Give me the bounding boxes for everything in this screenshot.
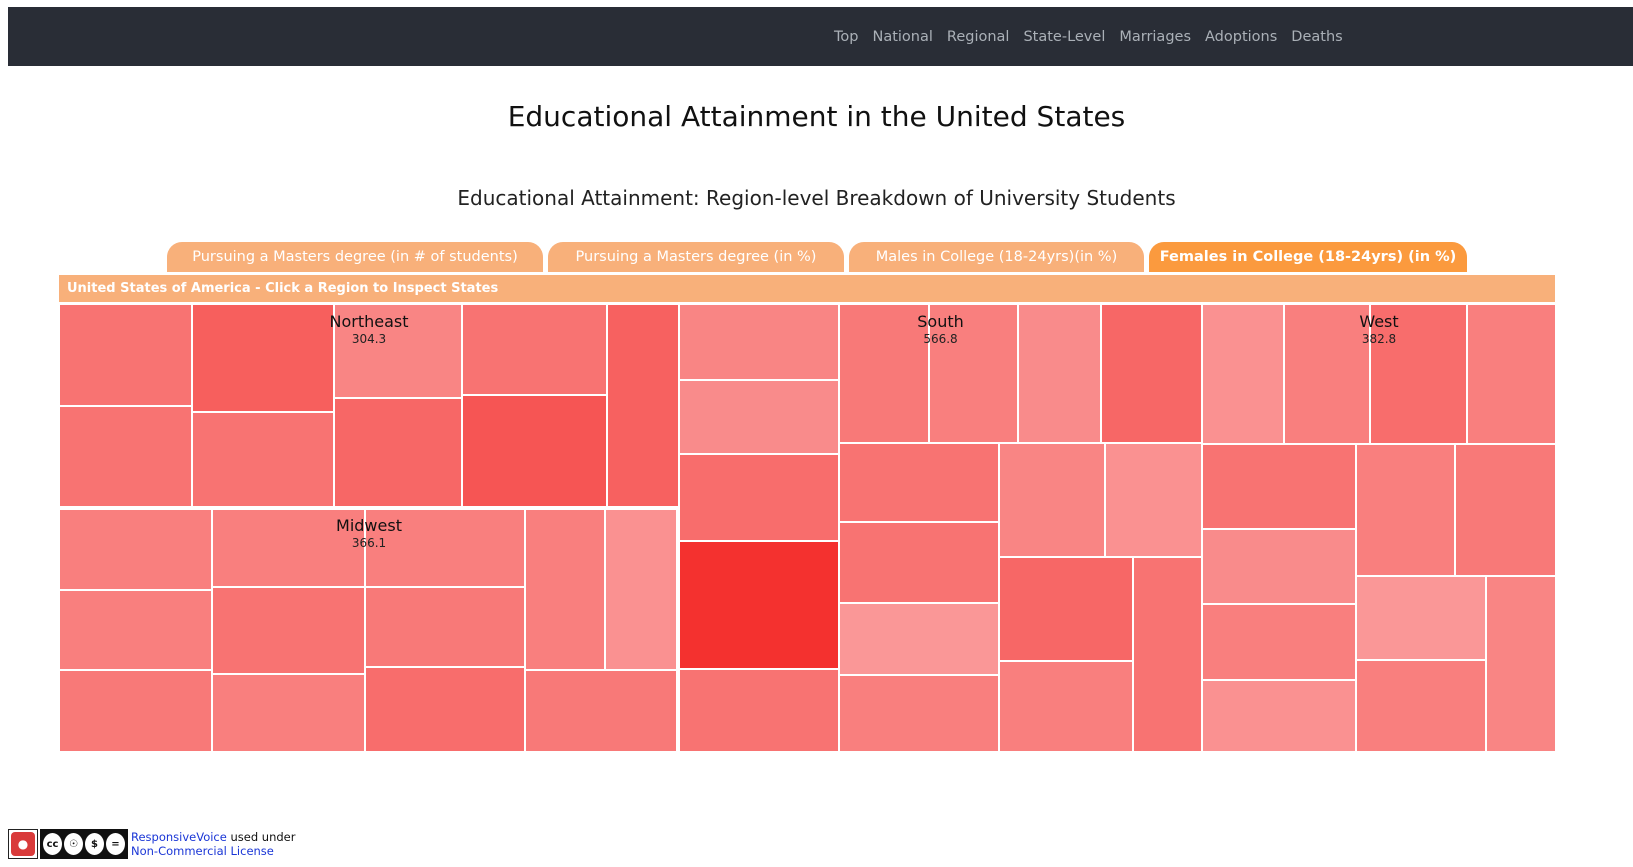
treemap-state-cell[interactable] [1018, 304, 1101, 443]
region-name-label: South [917, 312, 964, 331]
treemap-state-cell[interactable] [1202, 680, 1356, 752]
treemap-state-cell[interactable] [334, 398, 462, 507]
nav-link-adoptions[interactable]: Adoptions [1205, 28, 1278, 45]
treemap-state-cell[interactable] [1486, 576, 1556, 752]
treemap-state-cell[interactable] [999, 557, 1133, 661]
by-icon: ☉ [64, 833, 83, 855]
responsivevoice-link[interactable]: ResponsiveVoice [131, 830, 227, 844]
treemap-header[interactable]: United States of America - Click a Regio… [59, 275, 1555, 302]
treemap-state-cell[interactable] [839, 675, 999, 752]
treemap-state-cell[interactable] [365, 667, 525, 752]
footer-license: ● cc ☉ $ = ResponsiveVoice used under No… [8, 827, 296, 861]
treemap-state-cell[interactable] [525, 670, 677, 752]
nav-link-national[interactable]: National [872, 28, 933, 45]
treemap-state-cell[interactable] [607, 304, 679, 507]
treemap-state-cell[interactable] [212, 509, 365, 587]
region-value-label: 366.1 [351, 536, 387, 550]
treemap-state-cell[interactable] [1356, 444, 1455, 576]
treemap-state-cell[interactable] [1202, 444, 1356, 529]
tab-masters-percent[interactable]: Pursuing a Masters degree (in %) [548, 242, 844, 272]
treemap-state-cell[interactable] [1101, 304, 1202, 443]
treemap-state-cell[interactable] [525, 509, 605, 670]
treemap-state-cell[interactable] [679, 669, 839, 752]
region-value-label: 382.8 [1361, 332, 1397, 346]
tab-masters-count[interactable]: Pursuing a Masters degree (in # of stude… [167, 242, 543, 272]
nav-link-top[interactable]: Top [834, 28, 859, 45]
treemap-state-cell[interactable] [1356, 660, 1486, 752]
creative-commons-badge-icon: cc ☉ $ = [40, 829, 128, 859]
treemap-state-cell[interactable] [929, 304, 1018, 443]
footer-used-under: used under [226, 830, 296, 844]
top-navbar: Top National Regional State-Level Marria… [8, 7, 1633, 66]
treemap-state-cell[interactable] [999, 661, 1133, 752]
section-title: Educational Attainment: Region-level Bre… [457, 186, 1176, 210]
treemap-state-cell[interactable] [59, 509, 212, 590]
treemap-state-cell[interactable] [839, 304, 929, 443]
nav-link-marriages[interactable]: Marriages [1119, 28, 1192, 45]
treemap-state-cell[interactable] [839, 443, 999, 522]
treemap-state-cell[interactable] [605, 509, 677, 670]
nav-links: Top National Regional State-Level Marria… [834, 7, 1357, 66]
tab-females-college[interactable]: Females in College (18-24yrs) (in %) [1149, 242, 1467, 272]
treemap-state-cell[interactable] [365, 587, 525, 667]
nav-link-regional[interactable]: Regional [946, 28, 1010, 45]
treemap-state-cell[interactable] [1356, 576, 1486, 660]
treemap-state-cell[interactable] [839, 522, 999, 603]
nc-icon: $ [85, 833, 104, 855]
treemap-state-cell[interactable] [212, 587, 365, 674]
treemap-state-cell[interactable] [1202, 529, 1356, 604]
nav-link-state-level[interactable]: State-Level [1023, 28, 1106, 45]
region-value-label: 566.8 [923, 332, 958, 346]
treemap-state-cell[interactable] [462, 395, 607, 507]
region-name-label: Northeast [329, 312, 409, 331]
footer-text: ResponsiveVoice used under Non-Commercia… [131, 830, 296, 858]
treemap-state-cell[interactable] [1467, 304, 1556, 444]
treemap-state-cell[interactable] [1455, 444, 1556, 576]
nav-link-deaths[interactable]: Deaths [1291, 28, 1343, 45]
treemap-state-cell[interactable] [1202, 604, 1356, 680]
treemap-state-cell[interactable] [679, 304, 839, 380]
tab-males-college[interactable]: Males in College (18-24yrs)(in %) [849, 242, 1144, 272]
treemap-state-cell[interactable] [839, 603, 999, 675]
region-name-label: Midwest [336, 516, 402, 535]
region-west[interactable] [1201, 303, 1557, 753]
treemap-state-cell[interactable] [679, 454, 839, 541]
treemap-state-cell[interactable] [999, 443, 1105, 557]
nd-icon: = [106, 833, 125, 855]
treemap-state-cell[interactable] [59, 406, 192, 507]
responsivevoice-logo-icon: ● [8, 829, 38, 859]
page-title: Educational Attainment in the United Sta… [507, 100, 1126, 133]
treemap-state-cell[interactable] [365, 509, 525, 587]
treemap-state-cell[interactable] [679, 541, 839, 669]
treemap-state-cell[interactable] [192, 412, 334, 507]
region-name-label: West [1359, 312, 1399, 331]
region-value-label: 304.3 [351, 332, 387, 346]
cc-icon: cc [43, 833, 62, 855]
treemap-state-cell[interactable] [679, 380, 839, 454]
region-south[interactable] [678, 303, 1203, 753]
license-link[interactable]: Non-Commercial License [131, 844, 274, 858]
